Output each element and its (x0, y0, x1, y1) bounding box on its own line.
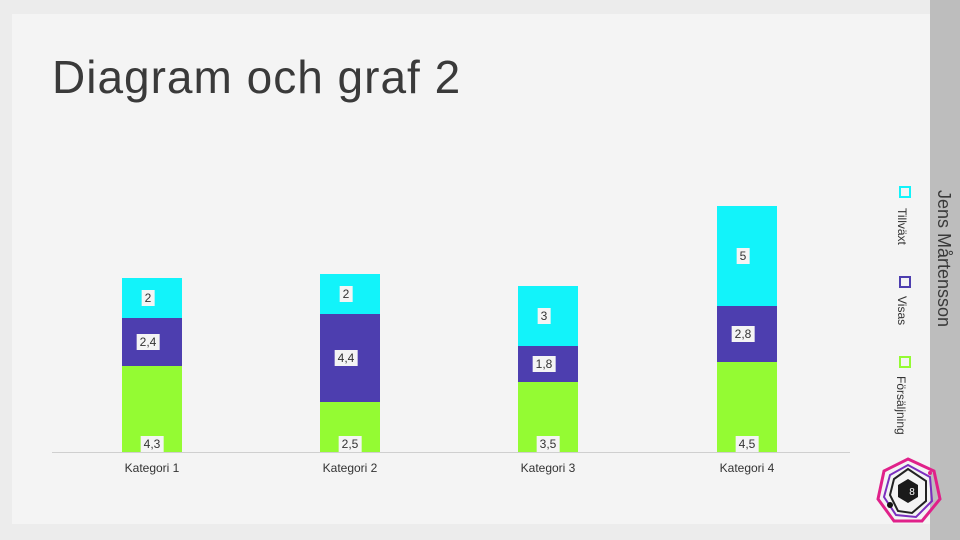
x-tick-label-3: Kategori 3 (521, 461, 576, 475)
author-label: Jens Mårtensson (934, 190, 954, 328)
data-label-1-cat-1: 4,3 (144, 437, 161, 451)
legend-label-visas: Visas (895, 296, 909, 326)
legend-marker-forsaljning (899, 356, 911, 368)
legend-marker-visas (899, 276, 911, 288)
legend-marker-tillvaxt (899, 186, 911, 198)
x-tick-label-1: Kategori 1 (125, 461, 180, 475)
legend-label-tillvaxt: Tillväxt (895, 208, 909, 245)
data-label-background (338, 436, 362, 452)
data-label-2-cat-1: 2,4 (140, 335, 157, 349)
brand-logo-icon (876, 457, 942, 523)
data-label-2-cat-2: 4,4 (338, 351, 355, 365)
x-tick-label-4: Kategori 4 (720, 461, 775, 475)
data-label-background (136, 334, 160, 350)
data-label-background (731, 326, 755, 342)
data-label-1-cat-3: 3,5 (540, 437, 557, 451)
data-label-1-cat-4: 4,5 (739, 437, 756, 451)
x-tick-label-2: Kategori 2 (323, 461, 378, 475)
page-number: 8 (909, 487, 915, 498)
data-label-background (140, 436, 164, 452)
data-label-3-cat-2: 2 (343, 287, 350, 301)
data-label-background (334, 350, 358, 366)
data-label-3-cat-1: 2 (145, 291, 152, 305)
data-label-3-cat-3: 3 (541, 309, 548, 323)
data-label-background (736, 248, 750, 264)
side-bar (930, 0, 960, 540)
data-label-3-cat-4: 5 (740, 249, 747, 263)
legend-label-forsaljning: Försäljning (894, 376, 908, 435)
data-label-2-cat-3: 1,8 (536, 357, 553, 371)
data-label-background (536, 436, 560, 452)
data-label-background (532, 356, 556, 372)
data-label-1-cat-2: 2,5 (342, 437, 359, 451)
data-label-background (141, 290, 155, 306)
slide-title: Diagram och graf 2 (52, 51, 462, 103)
data-label-background (735, 436, 759, 452)
data-label-background (537, 308, 551, 324)
data-label-background (339, 286, 353, 302)
data-label-2-cat-4: 2,8 (735, 327, 752, 341)
